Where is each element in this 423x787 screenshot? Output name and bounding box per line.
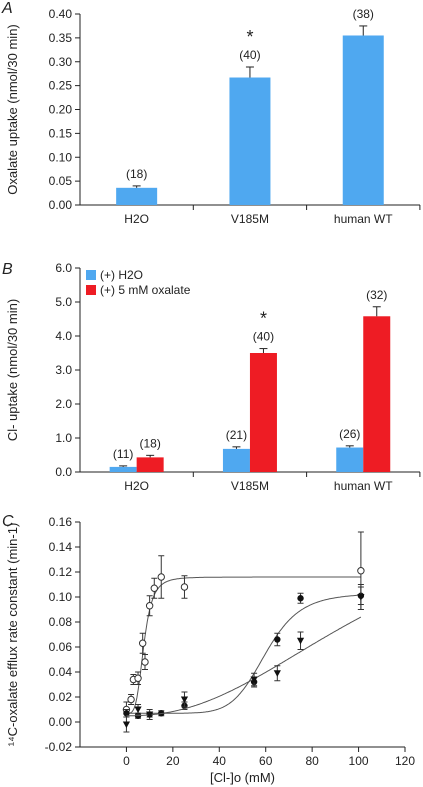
n-label: (32) — [366, 288, 387, 302]
y-tick-label: 0.05 — [49, 174, 73, 188]
panel-a-label: A — [1, 0, 13, 17]
y-tick-label: 0.08 — [49, 615, 73, 629]
x-tick-label: 20 — [166, 754, 180, 768]
y-tick-label: 0.35 — [49, 31, 73, 45]
bar-human-wt-1 — [363, 316, 391, 472]
panel-b: B 0.0 1.0 2.0 3.0 4.0 5.0 6.0 Cl- uptake (nmol/… — [2, 261, 421, 493]
fit-curve-open-circle — [126, 576, 361, 714]
point-filled-circle — [274, 636, 281, 643]
x-tick-label: 0 — [123, 754, 130, 768]
point-open-circle — [157, 573, 165, 581]
point-open-circle — [127, 695, 135, 704]
bar-v185m-0 — [222, 448, 250, 472]
n-label: (18) — [139, 436, 160, 450]
bar-human-wt-0 — [342, 35, 384, 205]
point-filled-circle — [297, 595, 304, 602]
point-filled-triangle — [296, 637, 305, 645]
y-tick-label: 5.0 — [55, 295, 72, 309]
y-tick-label: 0.10 — [49, 590, 73, 604]
y-tick-label: 0.25 — [49, 79, 73, 93]
n-label: (21) — [226, 428, 247, 442]
y-tick-label: 0.20 — [49, 103, 73, 117]
x-tick-label: 80 — [305, 754, 319, 768]
y-tick-label: 2.0 — [55, 397, 72, 411]
significance-star: * — [246, 27, 253, 47]
n-label: (26) — [339, 427, 360, 441]
bar-h2o-0 — [116, 187, 158, 205]
y-tick-label: 0.12 — [49, 565, 73, 579]
y-tick-label: 0.15 — [49, 126, 73, 140]
n-label: (11) — [113, 447, 133, 461]
y-tick-label: 0.00 — [49, 198, 73, 212]
legend-label: (+) H2O — [100, 268, 143, 282]
y-axis-label: Cl- uptake (nmol/30 min) — [5, 299, 20, 441]
y-tick-label: 0.10 — [49, 150, 73, 164]
x-tick-label: human WT — [334, 212, 393, 226]
x-tick-label: H2O — [124, 212, 149, 226]
y-tick-label: 0.0 — [55, 465, 72, 479]
fit-curve-filled-triangle-down — [126, 616, 362, 717]
legend-swatch — [86, 270, 96, 280]
y-tick-label: 0.40 — [49, 7, 73, 21]
bar-h2o-0 — [109, 466, 137, 472]
x-tick-label: human WT — [334, 479, 393, 493]
y-tick-label: 0.00 — [49, 715, 73, 729]
point-filled-triangle — [180, 696, 189, 704]
legend-label: (+) 5 mM oxalate — [100, 283, 191, 297]
point-filled-triangle — [250, 676, 258, 684]
y-tick-label: 0.06 — [49, 640, 73, 654]
point-filled-circle — [123, 710, 130, 717]
point-open-circle — [145, 602, 154, 610]
n-label: (38) — [353, 7, 374, 21]
point-open-circle — [134, 674, 142, 682]
point-open-circle — [138, 639, 147, 647]
y-tick-label: 0.04 — [49, 665, 73, 679]
x-tick-label: V185M — [231, 479, 269, 493]
bar-human-wt-0 — [336, 447, 364, 472]
x-tick-label: V185M — [231, 212, 269, 226]
panel-a: A 0.00 0.05 0.10 0.15 0.20 0.25 0.30 0.35 0.40 Ox… — [1, 0, 421, 226]
y-tick-label: 4.0 — [55, 329, 72, 343]
point-open-circle — [357, 567, 365, 575]
x-tick-label: 100 — [349, 754, 369, 768]
y-axis-label: ¹⁴C-oxalate efflux rate constant (min-1) — [5, 523, 20, 747]
x-tick-label: H2O — [124, 479, 149, 493]
x-axis-label: [Cl-]o (mM) — [210, 770, 275, 785]
y-tick-label: 1.0 — [55, 431, 72, 445]
panel-b-label: B — [2, 261, 13, 278]
y-axis-label: Oxalate uptake (nmol/30 min) — [5, 24, 20, 195]
point-open-circle — [180, 583, 189, 591]
panel-c: C -0.02 0.00 0.02 0.04 0.06 0.08 0.10 0.12 0.14 0… — [2, 513, 415, 785]
bar-v185m-0 — [229, 77, 271, 205]
y-tick-label: 0.16 — [49, 515, 73, 529]
y-tick-label: 0.02 — [49, 690, 73, 704]
x-tick-label: 40 — [213, 754, 227, 768]
point-open-circle — [141, 658, 149, 666]
point-filled-triangle — [146, 711, 154, 719]
fit-curve-filled-circle — [126, 594, 361, 714]
point-open-circle — [150, 584, 158, 592]
panel-c-label: C — [2, 513, 14, 530]
point-filled-triangle — [357, 594, 365, 601]
y-tick-label: 0.30 — [49, 55, 73, 69]
point-filled-triangle — [122, 721, 131, 729]
n-label: (18) — [126, 167, 147, 181]
significance-star: * — [260, 309, 267, 329]
y-tick-label: -0.02 — [45, 740, 73, 754]
n-label: (40) — [253, 330, 274, 344]
y-tick-label: 6.0 — [55, 261, 72, 275]
x-tick-label: 120 — [395, 754, 415, 768]
bar-v185m-1 — [249, 353, 277, 472]
legend-swatch — [86, 285, 96, 295]
point-filled-triangle — [134, 706, 142, 714]
point-filled-triangle — [273, 670, 281, 677]
x-tick-label: 60 — [259, 754, 273, 768]
bar-h2o-1 — [136, 457, 164, 472]
y-tick-label: 3.0 — [55, 363, 72, 377]
n-label: (40) — [239, 48, 260, 62]
y-tick-label: 0.14 — [49, 540, 73, 554]
